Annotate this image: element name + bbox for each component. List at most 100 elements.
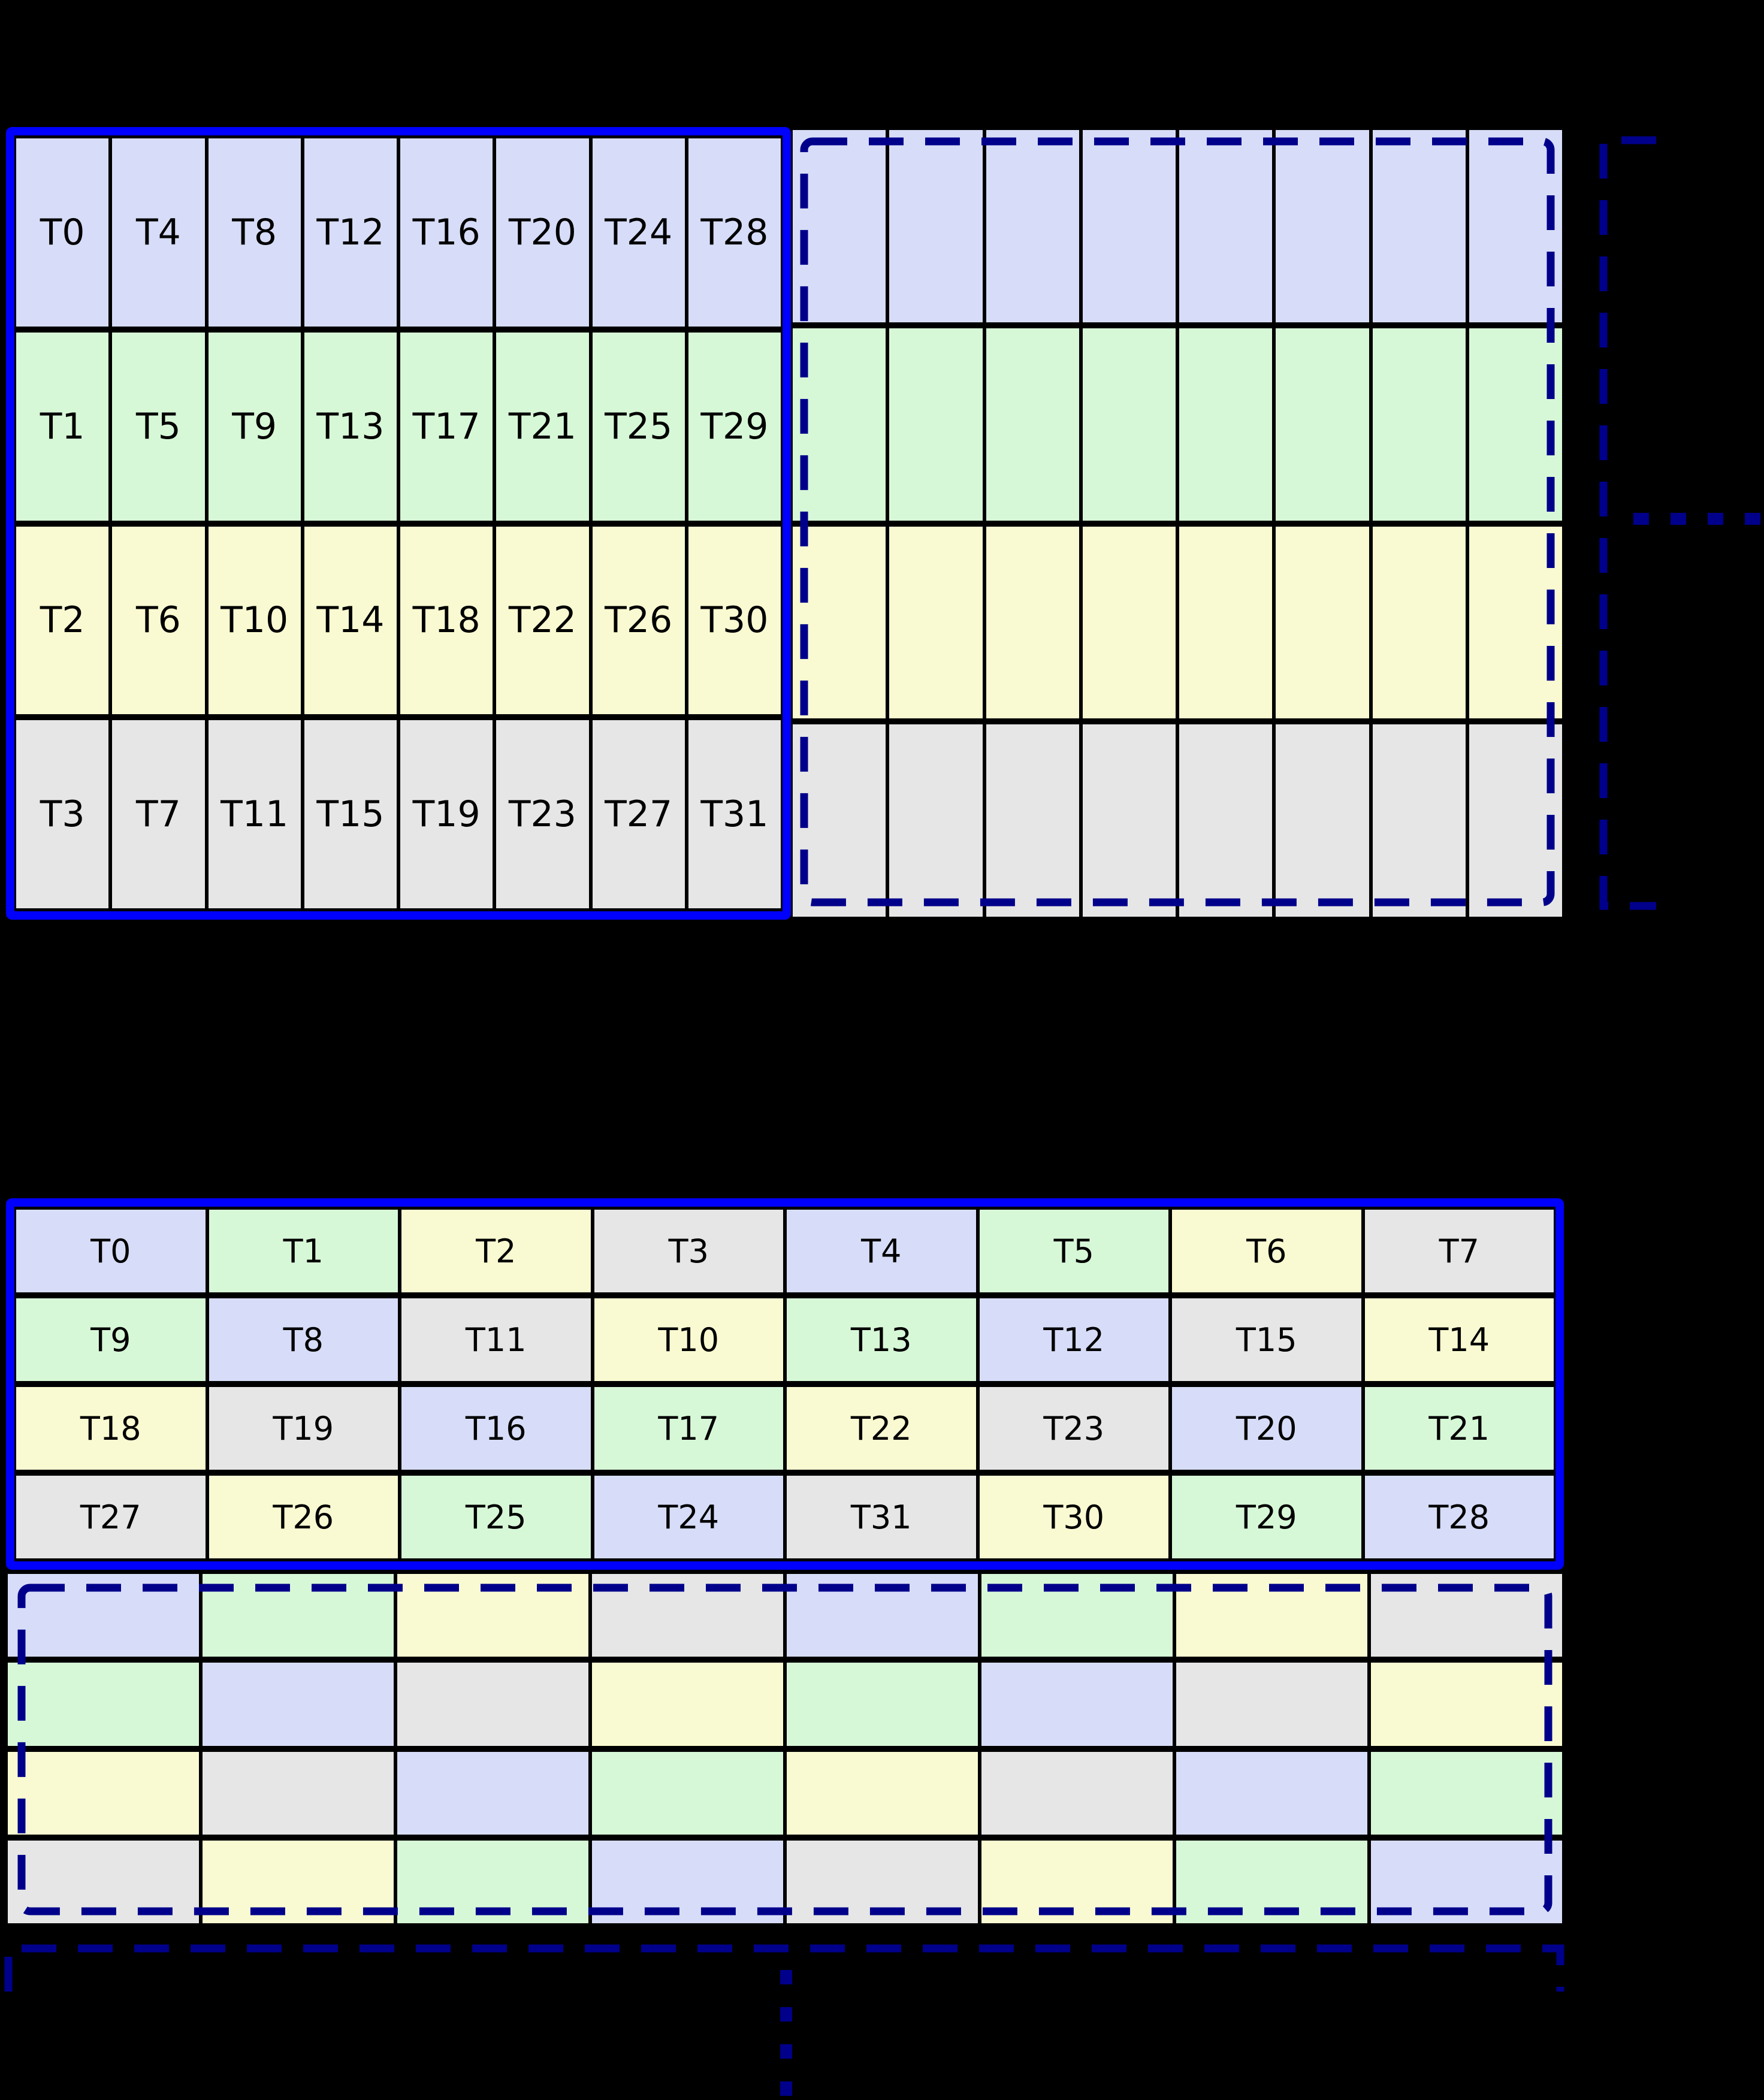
thread-cell-t16: T16 [400,1384,593,1473]
thread-cell-t20: T20 [1170,1384,1363,1473]
empty-cell [1369,1571,1564,1660]
empty-cell [785,1571,980,1660]
empty-cell [1274,127,1371,325]
thread-cell-t29: T29 [686,329,783,524]
thread-cell-t16: T16 [398,135,495,330]
thread-cell-t8: T8 [206,135,303,330]
thread-cell-t14: T14 [302,523,398,718]
empty-cell [6,1837,201,1926]
empty-cell [785,1748,980,1838]
empty-cell [201,1660,395,1749]
thread-cell-t8: T8 [207,1295,400,1384]
top-grid-labeled-warp-block: T0 T4 T8 T12 T16 T20 T24 T28 T1 T5 T9 T13 T17 T21 T25 T… [6,127,791,920]
empty-cell [1467,127,1564,325]
thread-cell-t3: T3 [14,717,111,911]
thread-cell-t21: T21 [1363,1384,1555,1473]
thread-cell-t5: T5 [977,1207,1170,1295]
thread-cell-t18: T18 [398,523,495,718]
empty-cell [1467,721,1564,920]
thread-cell-t30: T30 [977,1473,1170,1561]
empty-cell [984,721,1081,920]
empty-cell [1174,1748,1369,1838]
thread-cell-t12: T12 [977,1295,1170,1384]
empty-cell [980,1837,1174,1926]
empty-cell [984,523,1081,722]
thread-cell-t6: T6 [110,523,207,718]
empty-cell [1177,523,1274,722]
thread-cell-t31: T31 [686,717,783,911]
thread-cell-t17: T17 [398,329,495,524]
thread-cell-t31: T31 [785,1473,978,1561]
empty-cell [1080,325,1177,524]
empty-cell [395,1571,590,1660]
empty-cell [887,523,984,722]
empty-cell [590,1837,785,1926]
empty-cell [1080,127,1177,325]
empty-cell [980,1571,1174,1660]
thread-cell-t30: T30 [686,523,783,718]
empty-cell [590,1748,785,1838]
thread-cell-t26: T26 [207,1473,400,1561]
thread-cell-t6: T6 [1170,1207,1363,1295]
thread-cell-t1: T1 [207,1207,400,1295]
empty-cell [1274,721,1371,920]
thread-cell-t9: T9 [14,1295,207,1384]
empty-cell [785,1660,980,1749]
empty-cell [1467,523,1564,722]
thread-cell-t26: T26 [590,523,687,718]
thread-cell-t4: T4 [110,135,207,330]
empty-cell [6,1571,201,1660]
thread-cell-t13: T13 [302,329,398,524]
thread-cell-t28: T28 [1363,1473,1555,1561]
thread-cell-t0: T0 [14,1207,207,1295]
empty-cell [980,1660,1174,1749]
thread-cell-t4: T4 [785,1207,978,1295]
thread-cell-t24: T24 [592,1473,785,1561]
bottom-grid-repeat-bracket [4,1944,1564,1992]
empty-cell [785,1837,980,1926]
empty-cell [395,1837,590,1926]
empty-cell [887,127,984,325]
thread-cell-t3: T3 [592,1207,785,1295]
thread-cell-t13: T13 [785,1295,978,1384]
empty-cell [791,325,888,524]
empty-cell [395,1660,590,1749]
empty-cell [1369,1660,1564,1749]
thread-cell-t22: T22 [494,523,591,718]
thread-cell-t28: T28 [686,135,783,330]
empty-cell [1080,721,1177,920]
empty-cell [201,1837,395,1926]
thread-cell-t19: T19 [398,717,495,911]
thread-cell-t2: T2 [14,523,111,718]
empty-cell [1080,523,1177,722]
thread-cell-t5: T5 [110,329,207,524]
empty-cell [1274,523,1371,722]
empty-cell [6,1660,201,1749]
empty-cell [984,325,1081,524]
empty-cell [1177,721,1274,920]
thread-cell-t10: T10 [592,1295,785,1384]
empty-cell [1370,721,1467,920]
thread-cell-t15: T15 [302,717,398,911]
empty-cell [887,721,984,920]
empty-cell [980,1748,1174,1838]
thread-cell-t21: T21 [494,329,591,524]
thread-cell-t17: T17 [592,1384,785,1473]
empty-cell [1369,1748,1564,1838]
thread-cell-t11: T11 [206,717,303,911]
empty-cell [1174,1837,1369,1926]
thread-cell-t0: T0 [14,135,111,330]
empty-cell [791,523,888,722]
thread-cell-t7: T7 [110,717,207,911]
empty-cell [791,127,888,325]
empty-cell [984,127,1081,325]
empty-cell [201,1748,395,1838]
thread-cell-t23: T23 [494,717,591,911]
empty-cell [395,1748,590,1838]
empty-cell [1274,325,1371,524]
empty-cell [1370,523,1467,722]
empty-cell [1174,1660,1369,1749]
thread-cell-t14: T14 [1363,1295,1555,1384]
thread-cell-t23: T23 [977,1384,1170,1473]
thread-cell-t27: T27 [590,717,687,911]
